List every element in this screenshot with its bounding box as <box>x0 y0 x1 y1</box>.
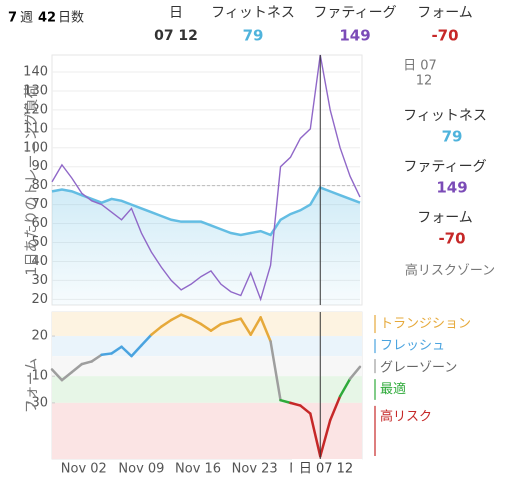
summary-value: 149 <box>339 27 370 45</box>
form-segment <box>319 418 332 458</box>
zone-band <box>52 336 362 357</box>
form-segment <box>70 362 84 374</box>
form-segment <box>160 318 173 328</box>
area <box>52 187 360 305</box>
side-value: 149 <box>436 179 467 197</box>
x-tick-label: Nov 09 <box>118 462 164 477</box>
form-segment <box>50 368 64 382</box>
summary-date-label: 日 <box>169 5 183 21</box>
form-segment <box>259 316 272 343</box>
form-segment <box>279 398 292 405</box>
zone-tick <box>374 405 376 456</box>
form-segment <box>100 352 113 357</box>
x-tick-label: Nov 23 <box>232 462 278 477</box>
zone-band <box>52 312 362 337</box>
cursor-label-bg <box>292 459 362 481</box>
y-tick-label: 100 <box>23 140 48 155</box>
side-label: フィットネス <box>403 108 487 124</box>
side-value: 79 <box>442 128 463 146</box>
y-tick-label: -30 <box>27 395 48 410</box>
summary-label: ファティーグ <box>313 5 396 21</box>
form-segment <box>299 404 312 415</box>
line <box>51 186 361 237</box>
y-tick-label: 30 <box>31 273 48 288</box>
y-tick-label: 110 <box>23 121 48 136</box>
y-tick-label: 60 <box>31 216 48 231</box>
form-segment <box>239 317 252 336</box>
line <box>51 54 361 302</box>
form-segment <box>309 412 322 458</box>
form-segment <box>110 345 123 355</box>
y-tick-label: 50 <box>31 235 48 250</box>
summary-date: 07 12 <box>154 28 198 44</box>
zone-tick <box>374 315 376 334</box>
form-segment <box>189 317 203 326</box>
form-segment <box>249 316 262 336</box>
y-tick-label: 140 <box>23 65 48 80</box>
zone-label: トランジション <box>380 317 471 332</box>
zone-label: 最適 <box>380 381 406 397</box>
form-segment <box>199 322 213 332</box>
form-segment <box>140 333 153 347</box>
zone-tick <box>374 379 376 400</box>
y-tick-label: 40 <box>31 254 48 269</box>
summary-label: フィットネス <box>211 5 295 21</box>
zone-label: 高リスク <box>380 408 432 424</box>
summary-value: -70 <box>431 27 458 45</box>
days: 42 <box>38 11 56 26</box>
summary-label: フォーム <box>417 5 473 21</box>
y-tick-label: 80 <box>31 178 48 193</box>
y-tick-label: 20 <box>31 329 48 344</box>
x-tick-label: Nov 02 <box>61 462 107 477</box>
form-segment <box>80 360 93 366</box>
form-segment <box>269 340 282 402</box>
side-label: ファティーグ <box>403 159 486 175</box>
side-zone: 高リスクゾーン <box>405 263 495 279</box>
form-segment <box>169 313 183 322</box>
form-segment <box>348 365 362 381</box>
form-segment <box>179 313 193 320</box>
form-segment <box>90 353 103 363</box>
form-segment <box>120 345 133 358</box>
y-tick-label: 70 <box>31 197 48 212</box>
zone-band <box>52 356 362 377</box>
side-label: フォーム <box>417 210 473 226</box>
x-tick-label: Nov 16 <box>175 462 221 477</box>
y-tick-label: 90 <box>31 159 48 174</box>
side-date: 日 07 <box>403 59 437 74</box>
form-segment <box>219 320 233 326</box>
summary-value: 79 <box>243 27 264 45</box>
form-segment <box>150 325 163 336</box>
form-segment <box>289 401 302 407</box>
weeks: 7 <box>8 11 17 26</box>
zone-label: グレーゾーン <box>380 361 457 376</box>
y-tick-label: 20 <box>31 292 48 307</box>
weeks-unit: 週 <box>20 11 33 26</box>
side-value: -70 <box>438 230 465 248</box>
zone-tick <box>374 359 376 374</box>
y-tick-label: 120 <box>23 102 48 117</box>
days-unit: 日数 <box>58 11 84 26</box>
zone-label: フレッシュ <box>380 339 445 354</box>
y-axis-title: フォーム <box>24 358 40 414</box>
y-tick-label: -10 <box>27 369 48 384</box>
form-segment <box>328 394 342 422</box>
side-date: 12 <box>416 74 433 89</box>
form-segment <box>338 377 352 398</box>
form-segment <box>209 322 223 332</box>
y-axis-title: 1日あたりのトレーニング負荷 <box>24 85 40 276</box>
y-tick-label: 130 <box>23 83 48 98</box>
cursor-label: 日 07 12 <box>299 462 353 477</box>
zone-band <box>52 376 362 403</box>
form-segment <box>60 370 74 382</box>
form-segment <box>229 317 243 323</box>
form-segment <box>130 344 143 358</box>
zone-tick <box>374 339 376 354</box>
